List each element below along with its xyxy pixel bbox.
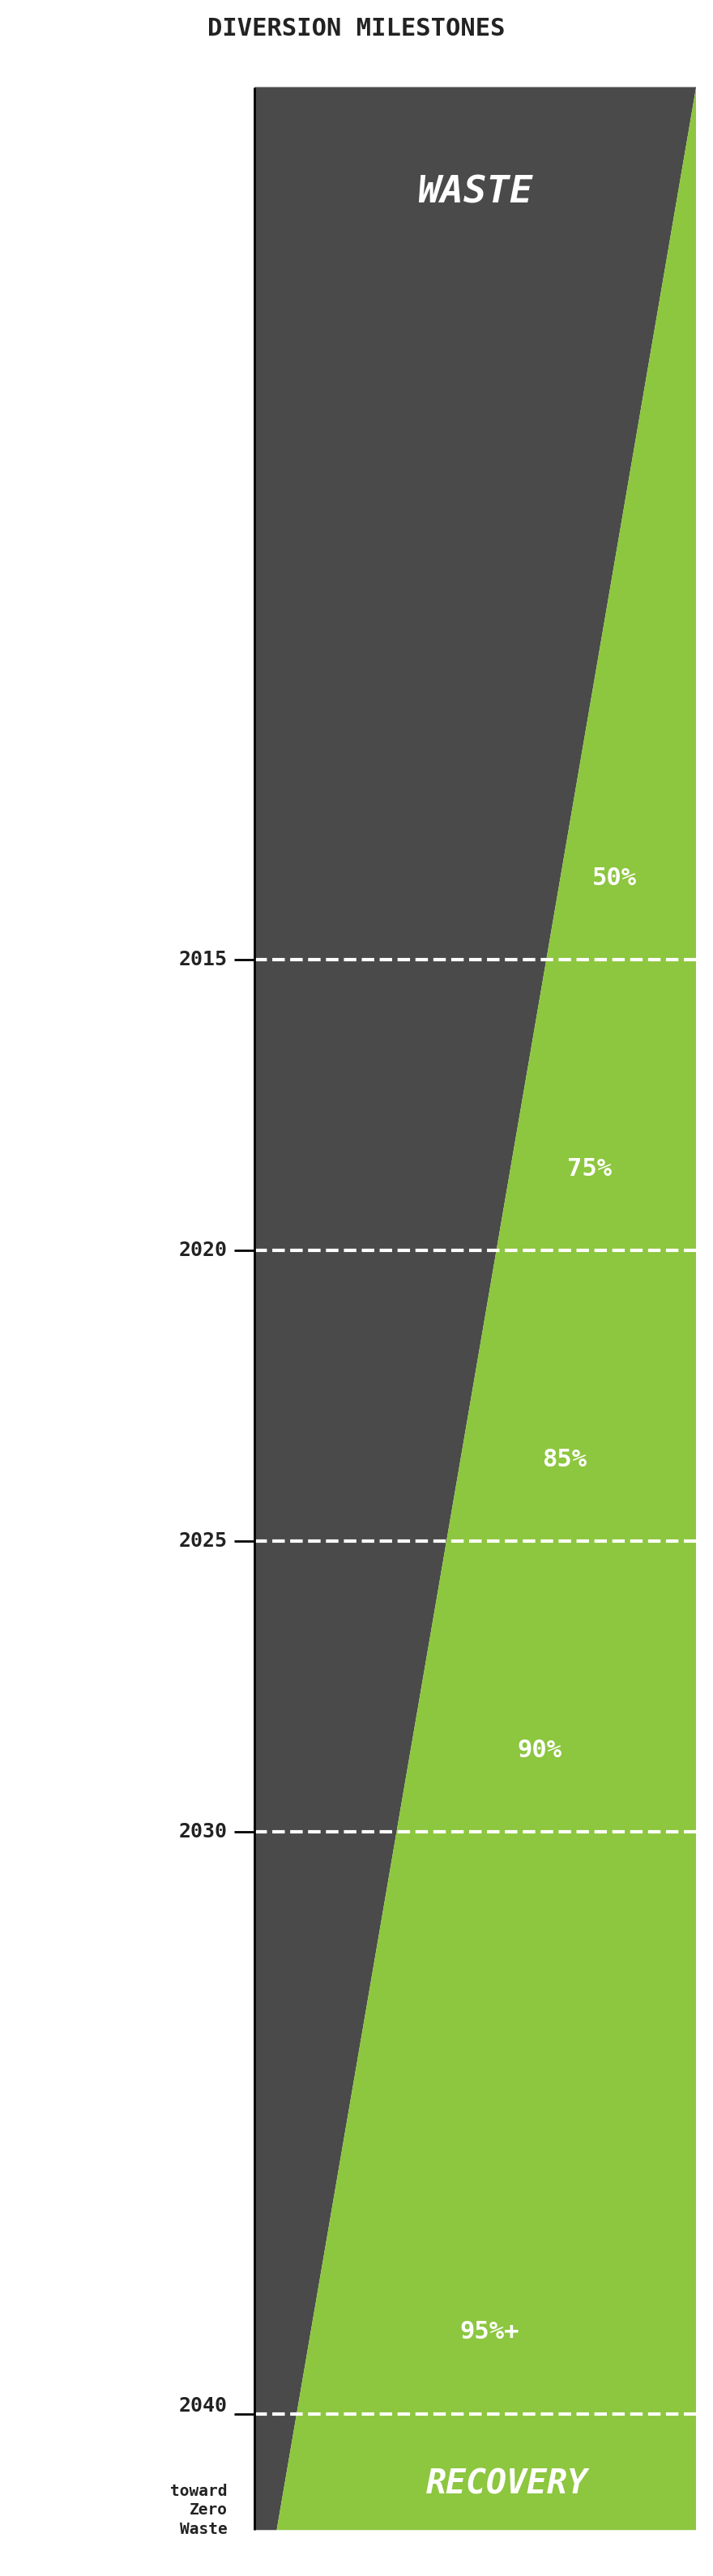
Text: toward
Zero
Waste: toward Zero Waste [170,2483,227,2537]
Polygon shape [277,88,696,2530]
Text: 85%: 85% [542,1448,587,1471]
Text: 50%: 50% [592,866,637,889]
Text: 2030: 2030 [179,1821,227,1842]
Title: DIVERSION MILESTONES: DIVERSION MILESTONES [207,18,506,41]
Text: 90%: 90% [517,1739,562,1762]
Text: WASTE: WASTE [418,175,533,211]
Text: 75%: 75% [567,1157,612,1180]
Text: 2020: 2020 [179,1242,227,1260]
Text: 95%+: 95%+ [460,2321,519,2344]
Polygon shape [255,88,696,2530]
Text: 2015: 2015 [179,951,227,969]
Text: 2040: 2040 [179,2396,227,2416]
Text: RECOVERY: RECOVERY [426,2468,588,2501]
Text: 2025: 2025 [179,1533,227,1551]
